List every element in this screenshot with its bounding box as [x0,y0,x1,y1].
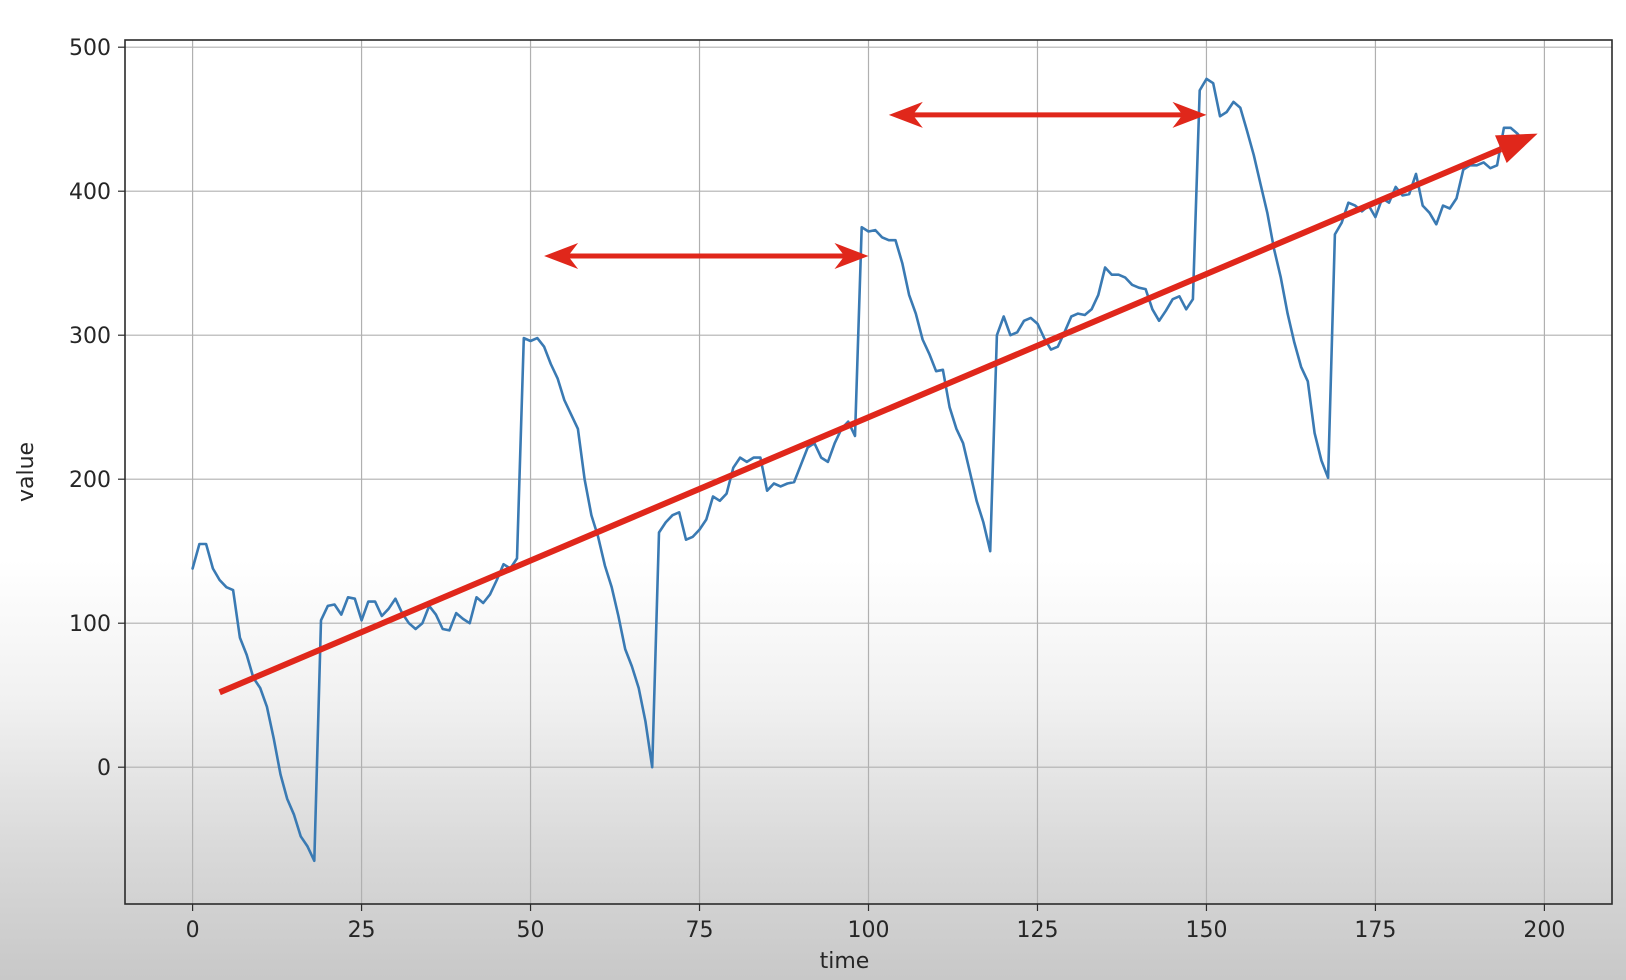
x-tick-label: 0 [186,918,200,943]
double-arrow-right-head [1172,101,1207,128]
x-tick-label: 25 [348,918,376,943]
x-tick-label: 175 [1354,918,1396,943]
y-tick-label: 300 [69,324,111,349]
trend-arrow-head [1495,133,1538,163]
y-tick-label: 400 [69,180,111,205]
x-axis-label: time [820,949,870,974]
x-tick-label: 75 [686,918,714,943]
double-arrow-right-head [834,243,869,269]
double-arrow-left-head [544,243,579,269]
y-tick-label: 0 [97,756,111,781]
y-tick-label: 100 [69,612,111,637]
x-tick-label: 200 [1523,918,1565,943]
grid [125,40,1612,904]
y-tick-label: 500 [69,36,111,61]
annotations [218,101,1538,696]
x-tick-label: 150 [1185,918,1227,943]
trend-arrow-shaft [218,146,1502,696]
x-tick-label: 100 [848,918,890,943]
y-axis-label: value [14,442,39,502]
x-tick-label: 50 [517,918,545,943]
series-layer [191,77,1533,863]
y-tick-label: 200 [69,468,111,493]
series-line [191,77,1533,863]
x-tick-label: 125 [1016,918,1058,943]
double-arrow-left-head [888,101,923,128]
axis-ticks: 0 25 50 75 100 125 150 175 200 0 100 200 300 400 500 [69,36,1565,943]
